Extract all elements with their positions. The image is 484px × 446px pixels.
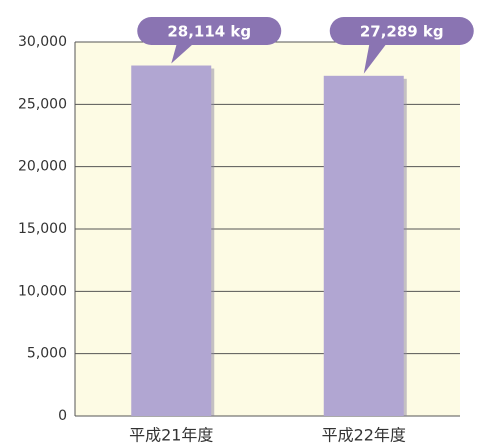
y-tick-label: 30,000 xyxy=(18,34,67,50)
y-tick-label: 20,000 xyxy=(18,159,67,175)
y-tick-label: 5,000 xyxy=(27,346,67,362)
callout-pointer xyxy=(363,42,388,74)
bar xyxy=(131,65,212,416)
bar xyxy=(323,75,404,417)
y-tick-label: 10,000 xyxy=(18,283,67,299)
callout xyxy=(137,17,282,45)
value-label: 27,289 kg xyxy=(360,23,444,41)
value-label: 28,114 kg xyxy=(167,23,251,41)
y-tick-label: 15,000 xyxy=(18,221,67,237)
x-tick-label: 平成21年度 xyxy=(129,426,213,445)
y-tick-label: 0 xyxy=(58,408,67,424)
x-tick-label: 平成22年度 xyxy=(322,426,406,445)
callout-pointer xyxy=(171,42,196,64)
callout xyxy=(329,17,474,45)
y-tick-label: 25,000 xyxy=(18,96,67,112)
